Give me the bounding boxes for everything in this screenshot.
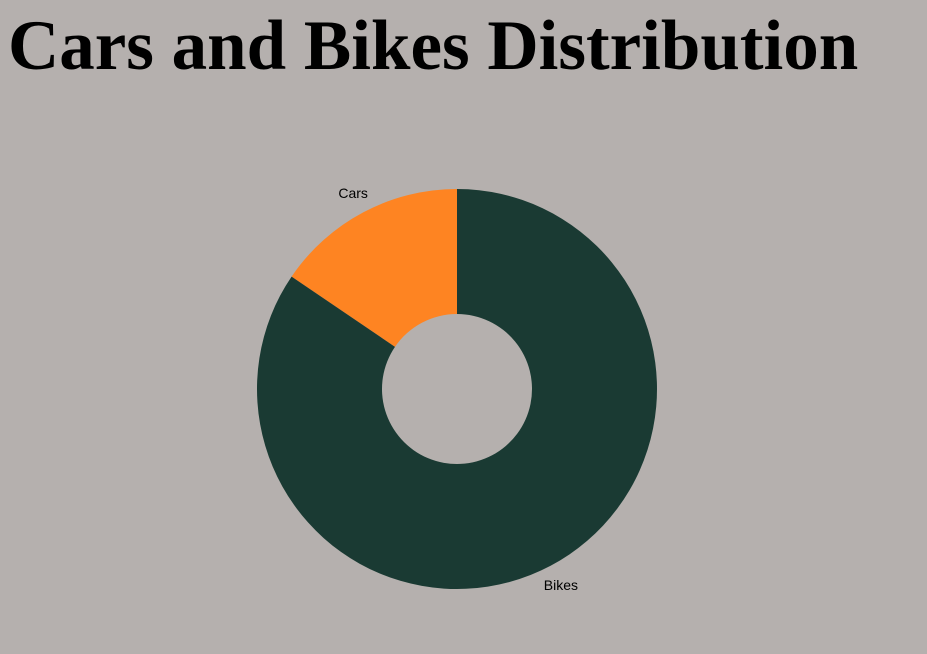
slice-labels: Cars Bikes <box>338 185 578 593</box>
slice-label-bikes: Bikes <box>544 577 578 593</box>
donut-slices <box>257 189 657 590</box>
slice-bikes <box>257 189 657 590</box>
slice-cars <box>291 189 457 347</box>
slice-label-cars: Cars <box>338 185 368 201</box>
page-title: Cars and Bikes Distribution <box>8 7 859 85</box>
